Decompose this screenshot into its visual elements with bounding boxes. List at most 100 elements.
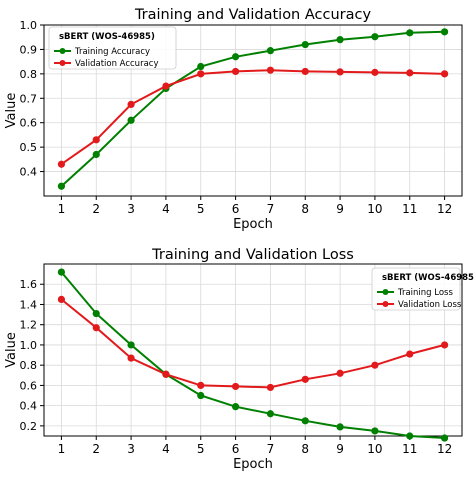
x-tick-label: 8 [301, 202, 309, 216]
data-point-1-0 [57, 160, 66, 168]
data-point-0-6 [266, 410, 275, 418]
data-point-1-7 [301, 375, 309, 383]
data-point-1-1 [92, 324, 100, 332]
data-point-1-11 [440, 341, 449, 349]
data-point-0-7 [301, 40, 309, 49]
legend: sBERT (WOS-46985) Training Loss Validation… [371, 267, 474, 311]
x-tick-label: 11 [402, 202, 417, 216]
data-point-0-5 [231, 403, 240, 411]
series-line-0 [60, 271, 445, 439]
x-tick-label: 1 [58, 442, 66, 456]
x-tick-label: 9 [336, 442, 344, 456]
data-point-0-7 [301, 417, 309, 425]
data-point-0-11 [440, 28, 449, 36]
x-tick-label: 5 [197, 442, 205, 456]
x-tick-label: 3 [127, 202, 135, 216]
data-point-1-5 [231, 67, 240, 76]
data-point-0-2 [127, 341, 135, 349]
series-line-0 [60, 30, 445, 187]
legend-label: Training Loss [397, 288, 453, 298]
legend-box [48, 26, 177, 70]
data-point-1-7 [301, 67, 309, 76]
x-tick-label: 7 [267, 202, 275, 216]
x-tick-label: 5 [197, 202, 205, 216]
data-point-1-0 [57, 295, 66, 304]
data-point-1-8 [336, 369, 344, 377]
legend-marker [59, 48, 66, 54]
y-tick-label: 0.4 [20, 400, 38, 413]
x-tick-label: 4 [162, 202, 170, 216]
y-tick-label: 0.5 [20, 141, 38, 154]
y-tick-label: 0.6 [20, 379, 38, 392]
x-tick-label: 6 [232, 202, 240, 216]
data-point-0-0 [57, 182, 66, 190]
y-tick-label: 1.6 [20, 278, 38, 291]
y-tick-label: 0.8 [20, 68, 38, 81]
data-point-1-3 [162, 82, 170, 90]
series-line-1 [60, 298, 445, 389]
x-axis-label: Epoch [233, 457, 273, 472]
y-tick-label: 1.2 [20, 319, 38, 332]
legend-title: sBERT (WOS-46985) [382, 273, 474, 283]
data-point-1-2 [127, 354, 135, 362]
data-point-0-10 [406, 29, 414, 37]
x-tick-label: 12 [437, 202, 452, 216]
data-point-1-2 [127, 100, 135, 108]
legend-box [371, 267, 461, 311]
x-tick-label: 2 [92, 202, 100, 216]
data-point-1-3 [162, 370, 170, 378]
data-point-0-10 [406, 432, 414, 440]
data-point-1-5 [231, 382, 240, 391]
x-tick-label: 2 [92, 442, 100, 456]
data-point-0-1 [92, 309, 100, 318]
legend: sBERT (WOS-46985) Training Accuracy Valida… [48, 26, 177, 70]
data-point-0-9 [371, 33, 379, 41]
data-point-0-5 [231, 53, 240, 61]
legend-marker [59, 60, 66, 66]
x-tick-label: 10 [367, 442, 382, 456]
legend-title: sBERT (WOS-46985) [59, 32, 155, 42]
plot-frame [43, 24, 463, 197]
legend-label: Training Accuracy [74, 47, 150, 57]
data-point-0-4 [197, 391, 205, 400]
data-point-0-4 [197, 62, 205, 71]
x-tick-label: 6 [232, 442, 240, 456]
x-tick-label: 10 [367, 202, 382, 216]
data-point-1-6 [266, 383, 275, 392]
data-point-0-8 [336, 423, 344, 431]
legend-label: Validation Loss [398, 300, 462, 310]
chart-title: Training and Validation Loss [151, 247, 354, 263]
data-point-1-9 [371, 68, 379, 76]
series-line-1 [60, 69, 445, 166]
data-point-0-9 [371, 427, 379, 435]
y-tick-label: 1.4 [20, 298, 38, 311]
legend-marker [382, 301, 389, 307]
x-tick-label: 1 [58, 202, 66, 216]
y-tick-label: 0.2 [20, 420, 38, 433]
y-tick-label: 0.9 [20, 43, 38, 56]
data-point-0-6 [266, 47, 275, 55]
data-point-1-10 [406, 69, 414, 77]
data-point-1-8 [336, 68, 344, 76]
data-point-0-11 [440, 434, 449, 442]
legend-marker [382, 289, 389, 295]
data-point-1-10 [406, 350, 414, 358]
data-point-0-8 [336, 36, 344, 44]
data-point-0-1 [92, 150, 100, 159]
x-tick-label: 9 [336, 202, 344, 216]
y-tick-label: 1.0 [20, 19, 38, 32]
x-tick-label: 3 [127, 442, 135, 456]
x-tick-label: 8 [301, 442, 309, 456]
y-tick-label: 0.7 [20, 92, 38, 105]
y-axis-label: Value [4, 93, 19, 129]
y-tick-label: 0.6 [20, 117, 38, 130]
data-point-1-4 [197, 70, 205, 78]
data-point-1-11 [440, 70, 449, 78]
data-point-1-6 [266, 66, 275, 74]
x-axis-label: Epoch [233, 217, 273, 232]
y-tick-label: 1.0 [20, 339, 38, 352]
y-axis-label: Value [4, 332, 19, 368]
legend-label: Validation Accuracy [75, 59, 158, 69]
accuracy-chart: 1 2 3 4 5 6 7 8 9 10 11 120.40.50.60.70.80.91.0Epoc… [4, 7, 463, 232]
